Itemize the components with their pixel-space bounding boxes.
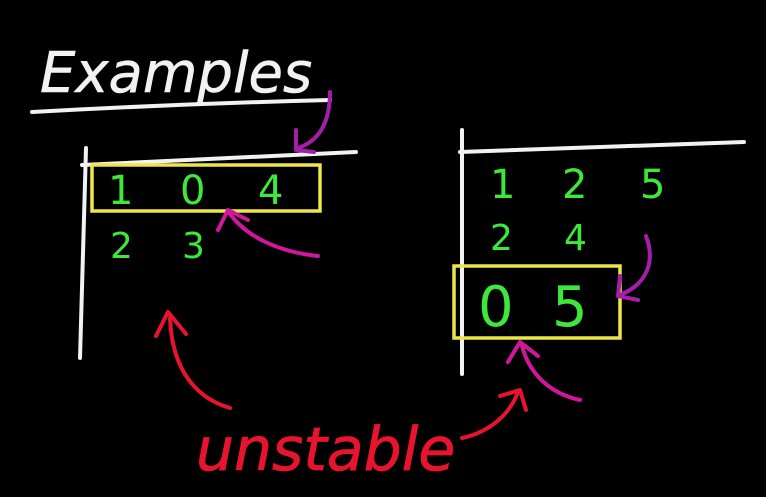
red-arrow-left bbox=[154, 310, 232, 410]
left-highlight-box bbox=[90, 163, 322, 213]
left-cell-r1-c3: 4 bbox=[258, 168, 283, 214]
left-table: 1 0 4 2 3 bbox=[78, 146, 358, 360]
left-table-top-line bbox=[80, 150, 358, 167]
right-cell-r3-c2: 5 bbox=[552, 275, 588, 340]
left-cell-r2-c2: 3 bbox=[182, 226, 205, 267]
right-cell-r1-c3: 5 bbox=[640, 162, 665, 208]
right-cell-r3-c1: 0 bbox=[478, 275, 514, 340]
red-arrow-right bbox=[460, 388, 528, 440]
right-cell-r2-c2: 4 bbox=[564, 218, 587, 259]
left-cell-r1-c2: 0 bbox=[180, 168, 205, 214]
title-underline bbox=[30, 98, 332, 114]
left-cell-r1-c1: 1 bbox=[108, 168, 133, 214]
right-cell-r2-c1: 2 bbox=[490, 218, 513, 259]
title: Examples bbox=[40, 41, 312, 106]
right-highlight-box bbox=[452, 264, 622, 340]
unstable-caption: unstable bbox=[196, 415, 455, 485]
right-cell-r1-c2: 2 bbox=[562, 162, 587, 208]
left-cell-r2-c1: 2 bbox=[110, 226, 133, 267]
magenta-arrow-right bbox=[506, 340, 582, 402]
purple-arrow-left bbox=[294, 90, 332, 154]
purple-arrow-right bbox=[616, 234, 652, 302]
right-cell-r1-c1: 1 bbox=[490, 162, 515, 208]
right-table-top-line bbox=[458, 140, 746, 154]
right-table: 1 2 5 2 4 0 5 bbox=[452, 128, 746, 376]
left-table-left-line bbox=[78, 146, 88, 360]
magenta-arrow-left bbox=[216, 208, 320, 258]
